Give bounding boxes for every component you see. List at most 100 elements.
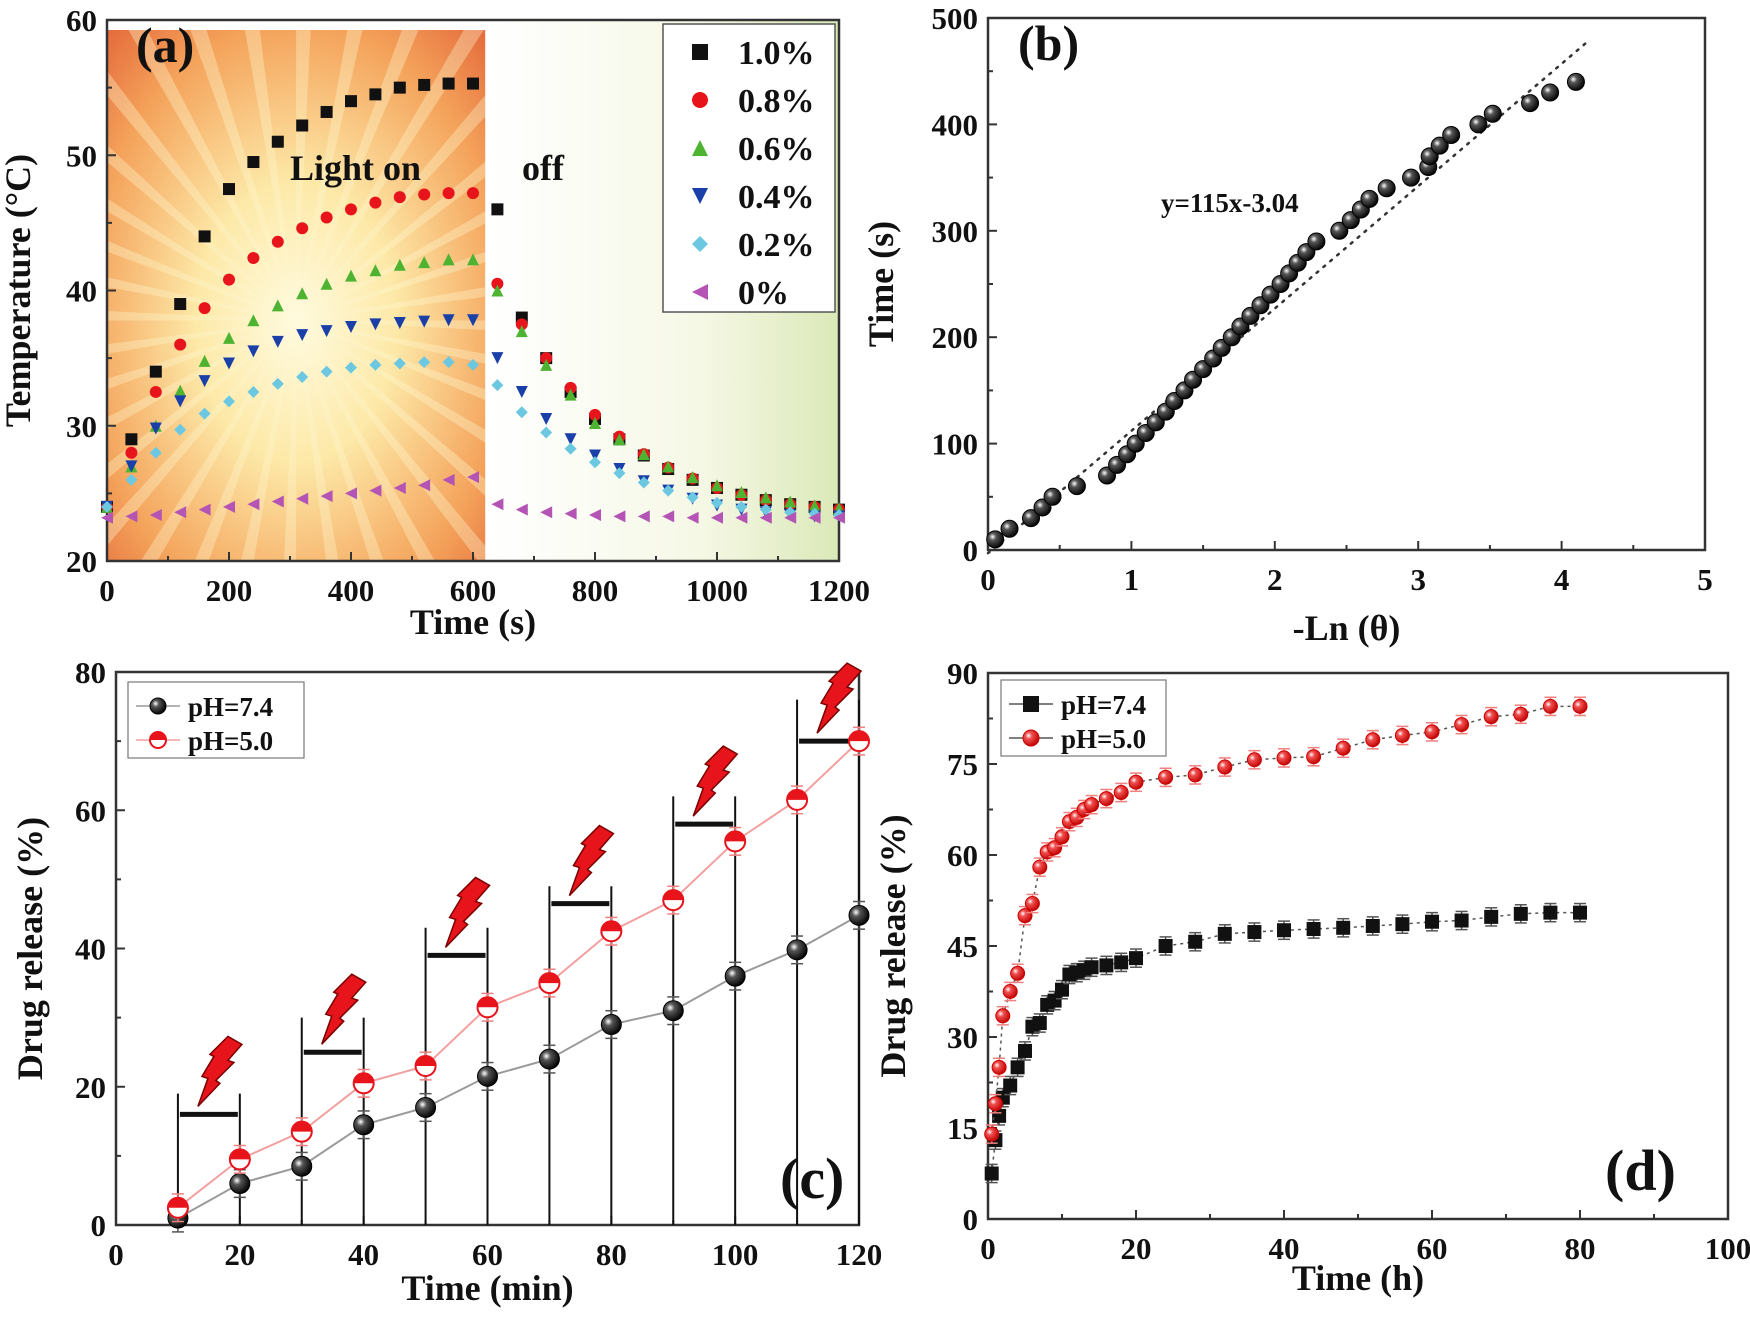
data-point bbox=[1469, 115, 1488, 134]
y-tick-label: 90 bbox=[947, 656, 978, 691]
data-point bbox=[515, 325, 528, 338]
data-point bbox=[223, 395, 235, 408]
data-point bbox=[1566, 72, 1585, 91]
x-tick-label: 400 bbox=[328, 573, 375, 608]
data-point bbox=[540, 412, 553, 425]
data-point bbox=[393, 258, 406, 271]
data-point bbox=[467, 471, 479, 484]
data-point bbox=[393, 357, 406, 370]
data-point bbox=[1306, 922, 1321, 937]
data-point bbox=[564, 442, 577, 455]
data-point bbox=[589, 408, 601, 421]
data-point bbox=[600, 1014, 622, 1036]
data-point bbox=[724, 965, 746, 987]
data-point bbox=[125, 510, 138, 523]
data-point bbox=[1307, 232, 1326, 251]
y-axis-label: Temperature (°C) bbox=[0, 154, 38, 427]
panel-label: (c) bbox=[780, 1146, 844, 1211]
data-point bbox=[198, 354, 211, 367]
data-point bbox=[1541, 83, 1560, 102]
data-point bbox=[320, 365, 333, 378]
data-point bbox=[418, 256, 431, 269]
data-point bbox=[174, 338, 187, 351]
data-point bbox=[759, 503, 772, 516]
data-point bbox=[491, 284, 504, 297]
marker-fill bbox=[229, 1149, 250, 1160]
data-point bbox=[125, 473, 138, 486]
data-point bbox=[1054, 829, 1070, 845]
data-point bbox=[320, 277, 333, 290]
data-point bbox=[540, 426, 553, 439]
data-point bbox=[786, 939, 808, 961]
data-point bbox=[369, 264, 382, 277]
light-on-background bbox=[107, 30, 486, 561]
x-tick-label: 80 bbox=[596, 1237, 627, 1272]
series-0 bbox=[986, 72, 1585, 549]
data-point bbox=[711, 496, 723, 509]
lightning-icon bbox=[692, 745, 739, 817]
x-axis-label: Time (h) bbox=[1292, 1258, 1424, 1298]
sun-ray bbox=[296, 320, 486, 364]
panel-d: 0 20 40 60 80 100 0 15 30 45 60 75 90 Time (h) Drug re… bbox=[873, 656, 1750, 1298]
series-line bbox=[177, 740, 860, 1209]
marker-fill bbox=[539, 973, 560, 984]
series-0.6% bbox=[101, 253, 845, 515]
data-point bbox=[345, 487, 357, 500]
data-point bbox=[564, 381, 577, 394]
data-point bbox=[808, 511, 821, 524]
data-point bbox=[686, 491, 699, 504]
data-point bbox=[1032, 1016, 1047, 1031]
sun-ray bbox=[107, 320, 297, 480]
legend: 1.0% 0.8% 0.6% 0.4% 0.2% 0% bbox=[662, 23, 836, 313]
x-tick-label: 40 bbox=[1269, 1231, 1300, 1266]
data-point bbox=[784, 495, 797, 508]
data-point bbox=[1360, 189, 1379, 208]
data-point bbox=[467, 253, 479, 266]
y-tick-label: 20 bbox=[75, 1070, 106, 1105]
legend-marker bbox=[1023, 696, 1039, 712]
series-pH=5.0 bbox=[166, 726, 870, 1223]
x-tick-label: 2 bbox=[1267, 562, 1283, 597]
lightning-icon bbox=[568, 824, 615, 897]
data-point bbox=[1365, 918, 1380, 933]
data-point bbox=[393, 81, 406, 94]
data-point bbox=[1055, 982, 1069, 997]
marker-fill bbox=[415, 1056, 436, 1067]
legend-label: 0.8% bbox=[738, 83, 815, 120]
data-point bbox=[995, 1008, 1011, 1024]
data-point bbox=[1395, 917, 1410, 932]
data-point bbox=[564, 433, 577, 446]
data-point bbox=[442, 314, 455, 327]
data-point bbox=[1542, 698, 1558, 714]
data-point bbox=[1246, 752, 1262, 768]
data-point bbox=[491, 379, 504, 392]
data-point bbox=[345, 269, 357, 282]
data-point bbox=[1024, 896, 1040, 912]
data-point bbox=[223, 273, 235, 286]
data-point bbox=[1513, 706, 1529, 722]
data-point bbox=[369, 484, 382, 497]
y-tick-label: 15 bbox=[947, 1111, 978, 1146]
y-tick-label: 300 bbox=[932, 214, 979, 249]
data-point bbox=[223, 500, 235, 513]
legend-label: pH=5.0 bbox=[188, 726, 273, 756]
data-point bbox=[467, 314, 479, 327]
data-point bbox=[1067, 477, 1086, 496]
data-point bbox=[984, 1126, 1000, 1142]
y-axis-label: Drug release (%) bbox=[873, 814, 913, 1077]
data-point bbox=[320, 105, 333, 118]
data-point bbox=[442, 77, 455, 90]
y-tick-label: 500 bbox=[932, 1, 979, 36]
marker-fill bbox=[477, 997, 498, 1008]
data-point bbox=[759, 511, 772, 524]
data-point bbox=[1018, 1043, 1032, 1058]
panel-a: 0 200 400 600 800 1000 1200 20 30 40 50 60 Time (s) T… bbox=[0, 3, 870, 642]
data-point bbox=[345, 203, 357, 216]
data-point bbox=[247, 345, 260, 358]
sun-ray bbox=[296, 30, 311, 321]
legend-marker bbox=[149, 697, 167, 715]
legend-label: 0% bbox=[738, 275, 789, 312]
x-tick-label: 40 bbox=[348, 1237, 379, 1272]
data-point bbox=[1217, 926, 1232, 941]
marker-fill bbox=[167, 1197, 188, 1208]
